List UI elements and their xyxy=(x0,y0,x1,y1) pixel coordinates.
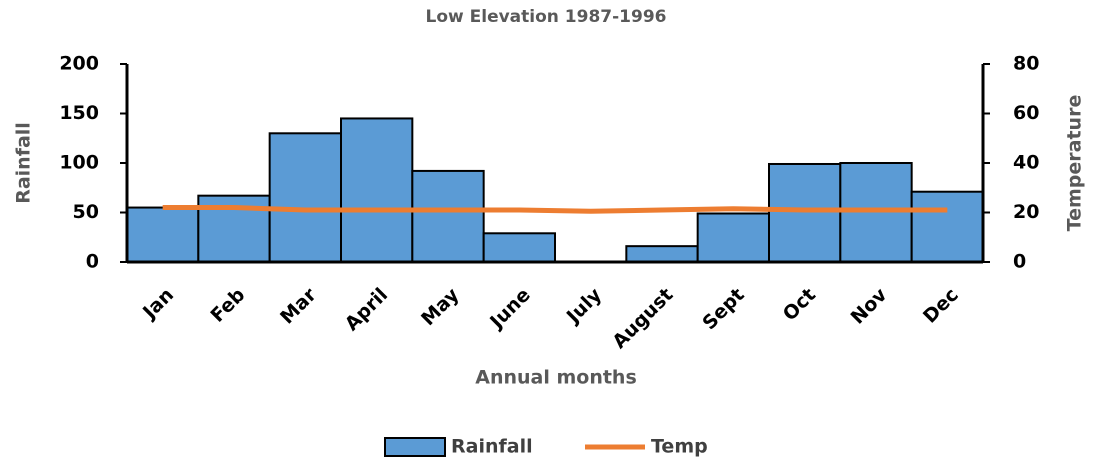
x-tick-label: Mar xyxy=(276,283,321,328)
x-tick-label: June xyxy=(485,284,535,334)
y2-tick-label: 20 xyxy=(1013,201,1039,223)
bar xyxy=(768,162,842,264)
x-tick-label: Nov xyxy=(847,283,892,328)
bar xyxy=(126,206,200,264)
bar xyxy=(268,132,342,263)
y-tick-label: 100 xyxy=(59,152,99,174)
bar xyxy=(411,169,485,263)
chart-title: Low Elevation 1987-1996 xyxy=(426,7,667,27)
y2-tick-label: 40 xyxy=(1013,152,1039,174)
bar xyxy=(340,117,414,263)
x-tick-label: Jan xyxy=(137,284,178,325)
y-tick-label: 0 xyxy=(86,251,99,273)
bar xyxy=(696,212,771,264)
y2-axis-title: Temperature xyxy=(1064,95,1086,232)
x-tick-label: Sept xyxy=(698,284,748,334)
bar xyxy=(910,190,985,264)
x-tick-label: Dec xyxy=(919,284,963,328)
x-tick-label: July xyxy=(561,283,606,328)
legend-label: Temp xyxy=(651,436,708,458)
y-axis-title: Rainfall xyxy=(13,122,35,204)
x-tick-label: April xyxy=(341,284,392,335)
y2-tick-label: 80 xyxy=(1013,53,1039,75)
y2-tick-label: 60 xyxy=(1013,102,1039,124)
x-axis-title: Annual months xyxy=(475,367,637,389)
line xyxy=(162,205,948,214)
y-tick-label: 200 xyxy=(59,53,99,75)
legend-swatch xyxy=(384,437,446,457)
x-tick-label: August xyxy=(608,284,677,353)
legend-label: Rainfall xyxy=(451,436,533,458)
x-tick-label: Oct xyxy=(779,284,820,325)
bar xyxy=(625,245,699,264)
bar xyxy=(482,232,556,263)
y-tick-label: 150 xyxy=(59,102,99,124)
x-tick-label: May xyxy=(417,283,464,330)
y2-tick-label: 0 xyxy=(1013,251,1026,273)
y-tick-label: 50 xyxy=(73,201,99,223)
x-tick-label: Feb xyxy=(207,284,250,327)
